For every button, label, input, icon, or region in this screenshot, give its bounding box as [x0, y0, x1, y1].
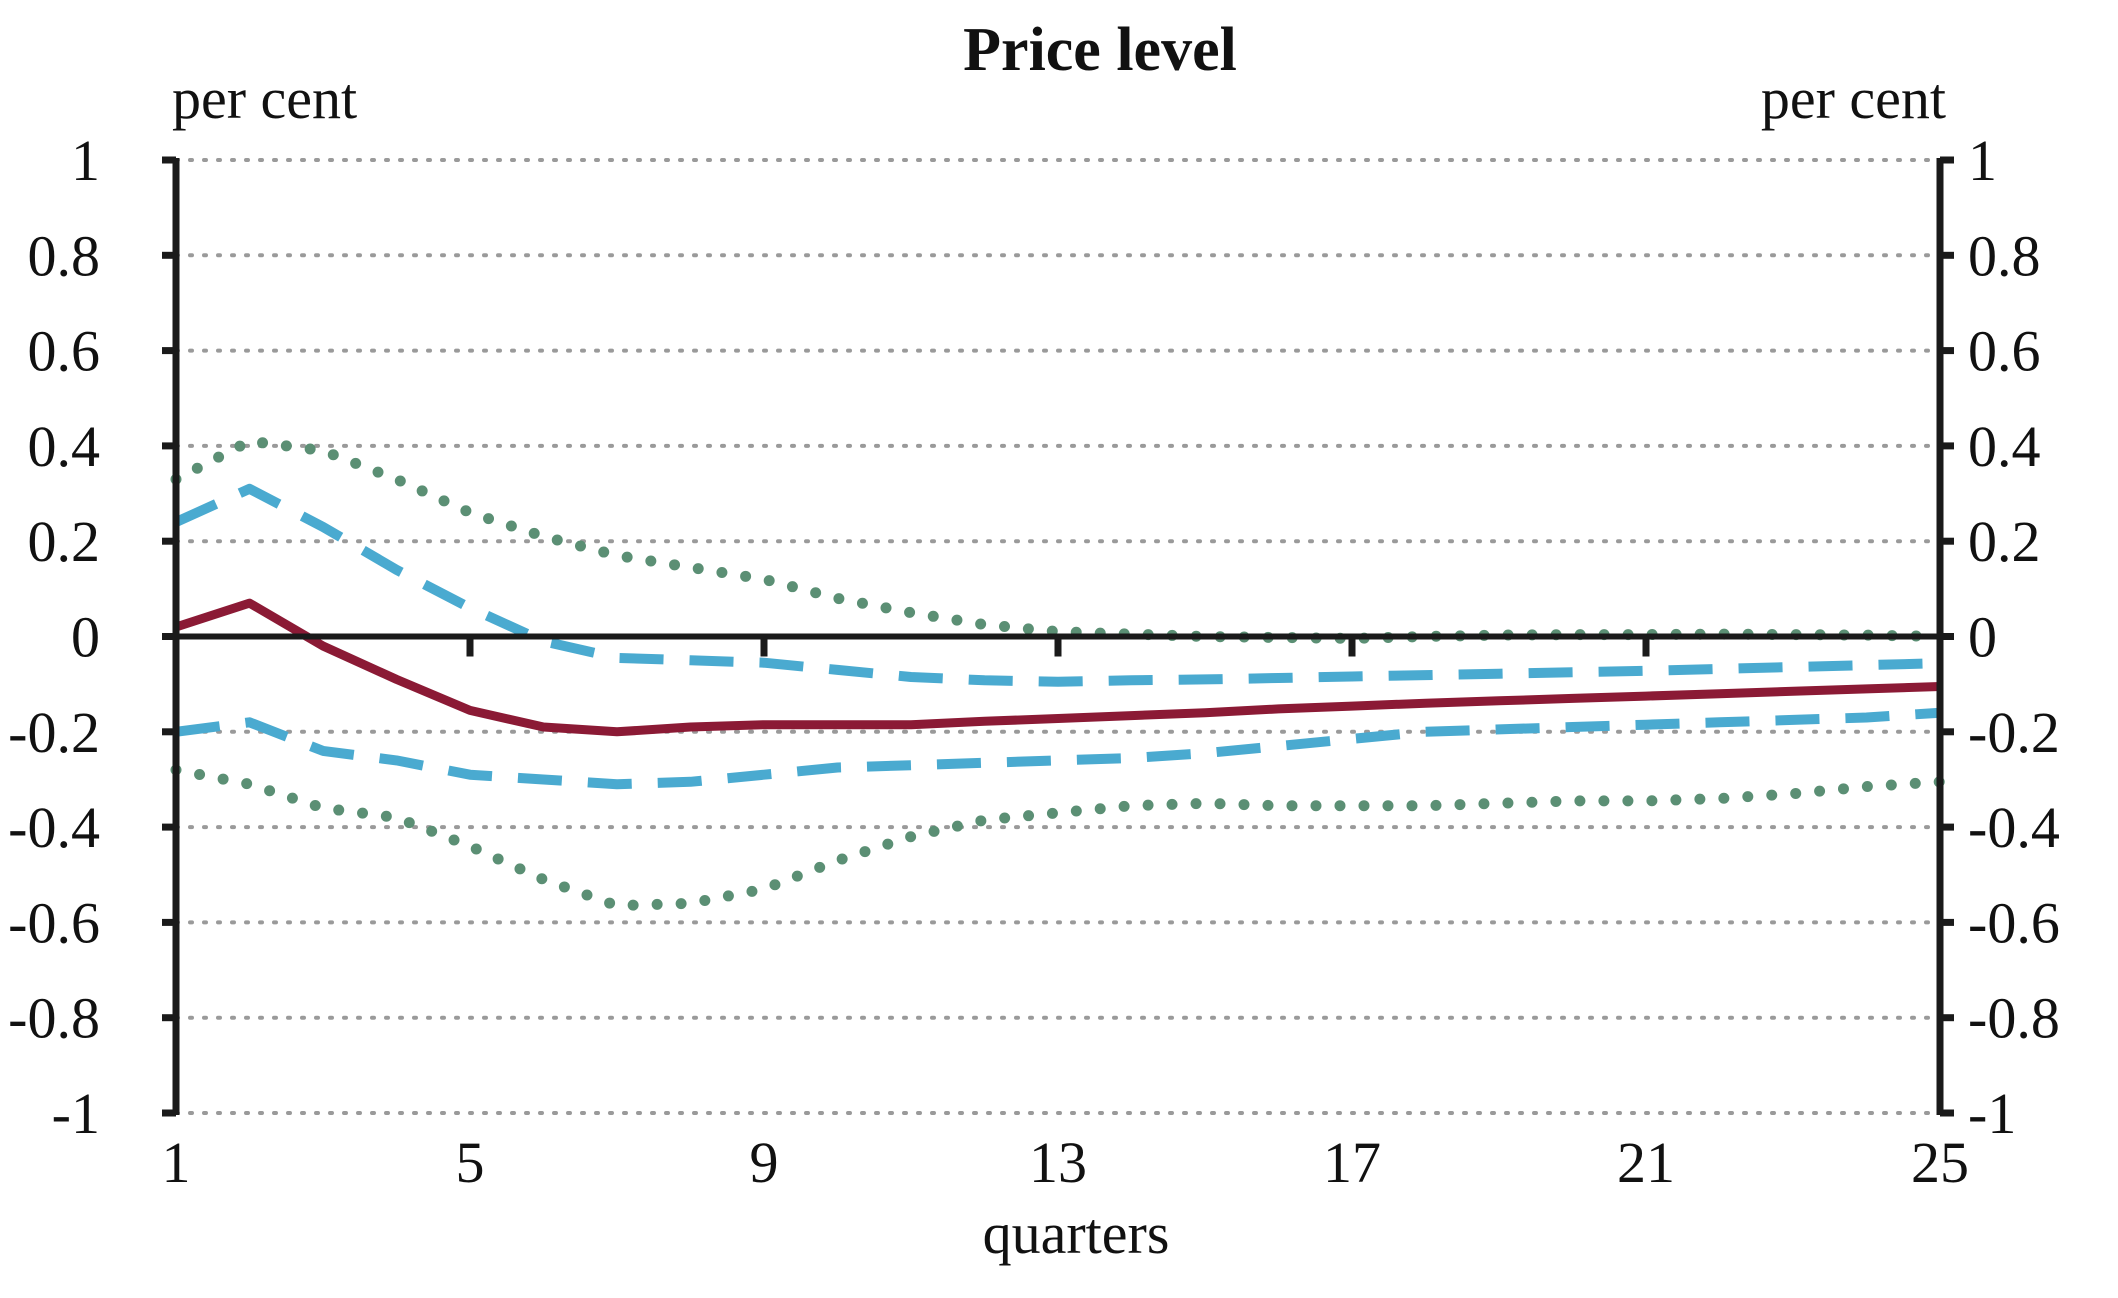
- left-y-tick-label: -0.6: [8, 890, 100, 955]
- x-axis-label: quarters: [983, 1201, 1170, 1266]
- right-y-tick-label: -0.6: [1968, 890, 2060, 955]
- x-tick-label: 25: [1911, 1130, 1969, 1195]
- left-axis-unit: per cent: [172, 66, 357, 131]
- x-tick-label: 5: [456, 1130, 485, 1195]
- right-y-tick-label: -1: [1968, 1081, 2016, 1146]
- left-y-tick-label: 0.4: [28, 414, 101, 479]
- right-y-tick-label: -0.4: [1968, 795, 2060, 860]
- gridlines: [174, 158, 1942, 1115]
- right-y-tick-label: -0.2: [1968, 700, 2060, 765]
- right-y-tick-label: -0.8: [1968, 986, 2060, 1051]
- x-tick-label: 21: [1617, 1130, 1675, 1195]
- right-y-tick-label: 0.2: [1968, 509, 2041, 574]
- x-tick-label: 13: [1029, 1130, 1087, 1195]
- tick-labels: 1 0.8 0.6 0.4 0.2 0 -0.2 -0.4 -0.6 -0.8 -1 1 0.8 0.6 0…: [8, 128, 2060, 1195]
- chart-title: Price level: [963, 16, 1237, 84]
- left-y-tick-label: -1: [52, 1081, 100, 1146]
- series-lines: [170, 435, 1946, 912]
- left-y-tick-label: 0.8: [28, 223, 101, 288]
- series-line-2: [173, 483, 1941, 687]
- axes: [162, 156, 1954, 1117]
- right-y-tick-label: 0.4: [1968, 414, 2041, 479]
- left-y-tick-label: 1: [71, 128, 100, 193]
- series-line-4: [170, 435, 1946, 644]
- right-y-tick-label: 0.6: [1968, 319, 2041, 384]
- right-y-tick-label: 0: [1968, 605, 1997, 670]
- left-y-tick-label: 0: [71, 605, 100, 670]
- right-axis-unit: per cent: [1761, 66, 1946, 131]
- x-tick-label: 1: [162, 1130, 191, 1195]
- x-tick-label: 17: [1323, 1130, 1381, 1195]
- left-y-tick-label: -0.2: [8, 700, 100, 765]
- left-y-tick-label: -0.4: [8, 795, 100, 860]
- right-y-tick-label: 1: [1968, 128, 1997, 193]
- series-line-1: [174, 598, 1941, 737]
- x-tick-label: 9: [750, 1130, 779, 1195]
- left-y-tick-label: 0.2: [28, 509, 101, 574]
- series-line-3: [175, 707, 1941, 790]
- left-y-tick-label: 0.6: [28, 319, 101, 384]
- series-line-5: [170, 764, 1946, 912]
- right-y-tick-label: 0.8: [1968, 223, 2041, 288]
- left-y-tick-label: -0.8: [8, 986, 100, 1051]
